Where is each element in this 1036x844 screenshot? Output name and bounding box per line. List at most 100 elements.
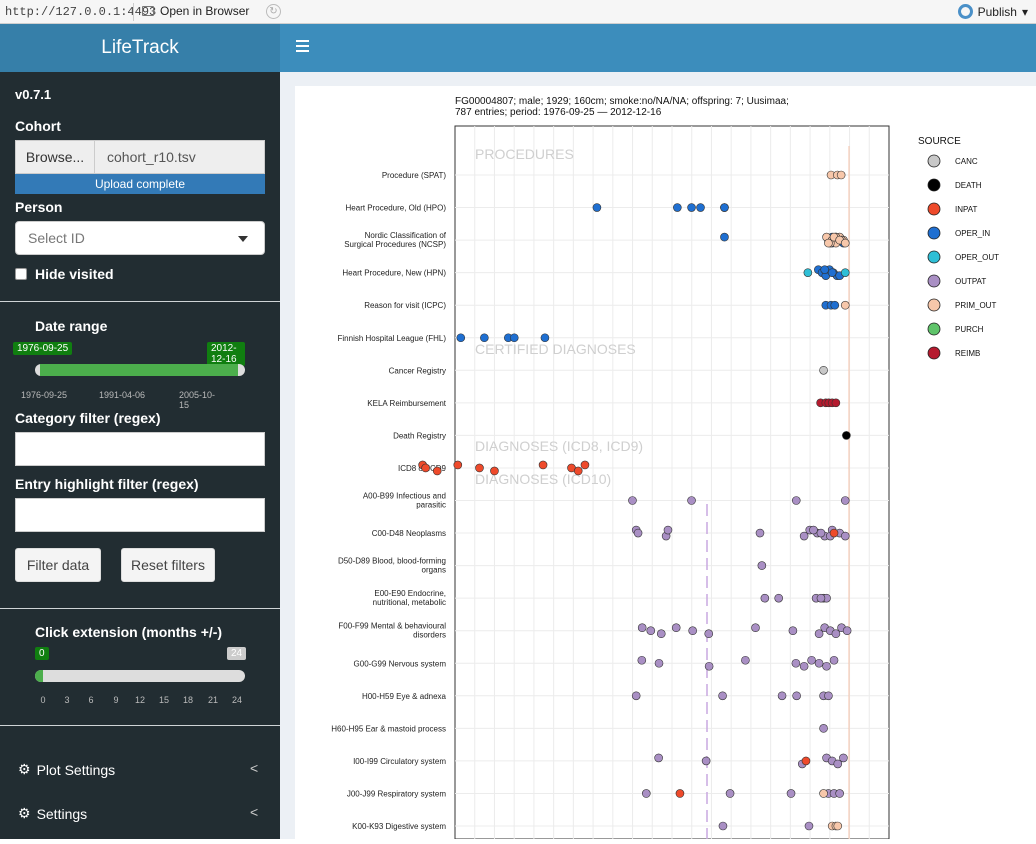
data-point-inpat[interactable] [490,466,499,476]
refresh-icon[interactable]: ↻ [266,4,281,19]
data-point-oper_in[interactable] [673,203,682,212]
person-select[interactable]: Select ID [15,221,265,255]
data-point-outpat[interactable] [840,496,850,505]
data-point-outpat[interactable] [755,528,765,538]
data-point-oper_in[interactable] [720,232,729,242]
data-point-oper_in[interactable] [696,203,705,212]
data-point-prim_out[interactable] [840,238,850,248]
data-point-inpat[interactable] [580,460,590,470]
data-point-outpat[interactable] [792,691,801,701]
data-point-prim_out[interactable] [819,789,828,798]
chevron-left-icon[interactable]: < [250,760,259,776]
data-point-outpat[interactable] [814,658,824,668]
data-point-outpat[interactable] [646,626,656,636]
data-point-outpat[interactable] [725,789,735,798]
data-point-prim_out[interactable] [840,300,850,310]
data-point-outpat[interactable] [654,753,663,763]
data-point-oper_in[interactable] [720,203,729,212]
data-point-outpat[interactable] [791,496,801,505]
data-point-outpat[interactable] [628,496,637,505]
data-point-outpat[interactable] [718,691,727,701]
data-point-outpat[interactable] [688,626,697,636]
data-point-outpat[interactable] [663,525,673,535]
data-point-oper_in[interactable] [540,333,550,343]
app-brand[interactable]: LifeTrack [0,24,280,72]
data-point-outpat[interactable] [641,789,651,798]
data-point-outpat[interactable] [760,593,770,603]
data-point-outpat[interactable] [751,623,760,633]
data-point-outpat[interactable] [822,661,831,671]
category-filter-input[interactable] [15,432,265,466]
data-point-inpat[interactable] [675,789,685,798]
timeline-plot[interactable]: FG00004807; male; 1929; 160cm; smoke:no/… [295,86,1036,840]
publish-button[interactable]: Publish ▾ [957,4,1028,19]
data-point-outpat[interactable] [631,691,641,701]
cohort-file-input[interactable]: Browse... cohort_r10.tsv [15,140,265,174]
data-point-outpat[interactable] [701,756,711,766]
browse-button[interactable]: Browse... [15,140,95,174]
data-point-outpat[interactable] [804,821,814,831]
data-point-oper_in[interactable] [687,203,696,212]
data-point-outpat[interactable] [814,629,824,639]
data-point-outpat[interactable] [788,626,798,636]
data-point-outpat[interactable] [704,629,714,639]
data-point-outpat[interactable] [807,655,816,665]
data-point-oper_out[interactable] [803,268,813,277]
data-point-outpat[interactable] [831,629,841,639]
settings-menu[interactable]: ⚙ Settings [18,805,87,822]
data-point-inpat[interactable] [538,460,548,470]
data-point-oper_in[interactable] [827,268,837,277]
hide-visited-checkbox[interactable]: Hide visited [15,266,114,282]
data-point-outpat[interactable] [799,531,809,541]
data-point-outpat[interactable] [833,759,843,769]
data-point-outpat[interactable] [839,753,848,763]
data-point-outpat[interactable] [704,661,714,671]
data-point-inpat[interactable] [421,463,430,473]
data-point-oper_in[interactable] [820,265,829,274]
chevron-left-icon[interactable]: < [250,804,259,820]
data-point-inpat[interactable] [475,463,484,473]
click-extension-track[interactable] [35,670,245,682]
data-point-outpat[interactable] [656,629,666,639]
data-point-outpat[interactable] [799,661,809,671]
data-point-outpat[interactable] [757,561,767,570]
data-point-outpat[interactable] [791,658,801,668]
data-point-outpat[interactable] [633,528,643,538]
data-point-death[interactable] [842,431,851,440]
data-point-outpat[interactable] [637,655,647,665]
open-in-browser-button[interactable]: Open in Browser [142,4,249,18]
filter-data-button[interactable]: Filter data [15,548,101,582]
data-point-outpat[interactable] [786,789,796,798]
data-point-oper_out[interactable] [840,268,850,277]
data-point-outpat[interactable] [654,658,664,668]
data-point-inpat[interactable] [573,466,583,476]
data-point-oper_in[interactable] [592,203,602,212]
data-point-reimb[interactable] [831,398,841,408]
data-point-outpat[interactable] [687,496,696,505]
data-point-oper_in[interactable] [830,300,840,310]
data-point-outpat[interactable] [777,691,787,701]
sidebar-toggle-icon[interactable] [296,40,309,55]
data-point-inpat[interactable] [432,466,442,476]
data-point-outpat[interactable] [816,528,826,538]
data-point-outpat[interactable] [741,655,750,665]
checkbox-box[interactable] [15,268,27,280]
data-point-outpat[interactable] [824,691,833,701]
data-point-inpat[interactable] [801,756,811,766]
data-point-outpat[interactable] [637,623,647,633]
data-point-outpat[interactable] [842,626,852,636]
data-point-prim_out[interactable] [836,170,846,180]
data-point-canc[interactable] [819,365,828,375]
data-point-oper_in[interactable] [509,333,519,343]
data-point-inpat[interactable] [829,528,839,538]
data-point-outpat[interactable] [835,789,844,798]
data-point-outpat[interactable] [809,525,818,535]
data-point-outpat[interactable] [671,623,681,633]
plot-settings-menu[interactable]: ⚙ Plot Settings [18,761,115,778]
data-point-outpat[interactable] [774,593,783,603]
data-point-outpat[interactable] [829,655,839,665]
entry-filter-input[interactable] [15,498,265,532]
data-point-oper_in[interactable] [480,333,489,343]
reset-filters-button[interactable]: Reset filters [121,548,215,582]
data-point-outpat[interactable] [819,724,828,733]
